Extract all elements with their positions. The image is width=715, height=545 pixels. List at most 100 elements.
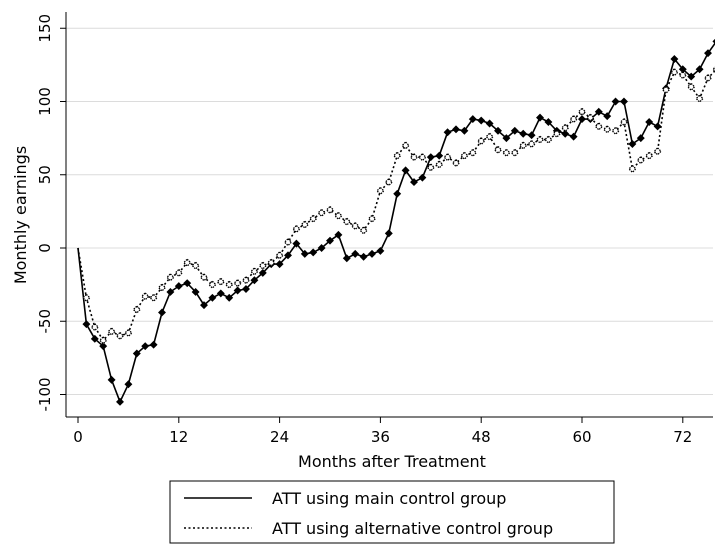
x-tick-label: 48 — [472, 428, 491, 446]
data-point — [410, 178, 418, 187]
legend-label: ATT using main control group — [272, 489, 506, 508]
data-point — [158, 308, 166, 317]
data-point — [334, 211, 343, 221]
data-point — [603, 112, 612, 121]
data-point — [317, 244, 326, 252]
data-point — [695, 65, 704, 74]
data-point — [258, 261, 268, 270]
data-point — [359, 226, 368, 235]
data-point — [292, 224, 301, 234]
data-point — [502, 148, 511, 158]
data-point — [283, 237, 293, 247]
data-point — [384, 229, 393, 238]
series-alternative-control — [77, 66, 715, 345]
data-point — [200, 301, 208, 310]
data-point — [124, 380, 133, 389]
data-point — [334, 230, 343, 239]
data-point — [602, 125, 612, 134]
data-point — [225, 293, 234, 302]
data-point — [82, 293, 91, 303]
data-point — [241, 275, 251, 285]
data-point — [384, 177, 394, 187]
data-point — [636, 134, 645, 143]
data-point — [166, 272, 175, 282]
data-point — [443, 152, 452, 162]
data-point — [275, 251, 284, 260]
data-point — [258, 268, 267, 277]
x-tick-label: 0 — [73, 428, 83, 446]
data-point — [191, 261, 200, 270]
data-point — [342, 217, 352, 226]
data-point — [376, 186, 385, 196]
data-point — [435, 151, 444, 160]
data-point — [628, 164, 637, 174]
data-point — [426, 163, 436, 172]
data-point — [174, 268, 184, 278]
data-point — [518, 141, 528, 150]
data-point — [586, 113, 595, 122]
data-point — [166, 287, 175, 296]
data-point — [452, 125, 460, 134]
data-point — [242, 285, 250, 293]
data-point — [199, 272, 209, 282]
data-point — [536, 113, 544, 122]
data-point — [426, 153, 435, 162]
data-point — [300, 220, 310, 229]
data-point — [485, 132, 494, 141]
data-point — [182, 258, 192, 267]
data-point — [90, 322, 100, 332]
data-point — [392, 151, 402, 161]
legend-item: ATT using main control group — [184, 489, 506, 508]
y-tick-label: -100 — [36, 377, 54, 411]
data-point — [216, 277, 226, 287]
data-point — [493, 145, 503, 155]
legend-item: ATT using alternative control group — [184, 519, 553, 538]
data-point — [368, 249, 376, 258]
data-point — [594, 107, 603, 116]
data-point — [149, 293, 158, 303]
data-point — [552, 129, 562, 139]
data-point — [418, 152, 427, 162]
data-point — [644, 151, 654, 161]
data-point — [284, 251, 292, 260]
y-tick-label: -50 — [36, 309, 54, 334]
data-point — [376, 246, 385, 255]
x-tick-label: 36 — [371, 428, 390, 446]
data-point — [494, 126, 502, 135]
data-point — [359, 252, 368, 261]
data-point — [116, 397, 124, 406]
data-point — [208, 280, 217, 289]
data-point — [653, 122, 662, 131]
data-point — [216, 289, 225, 298]
data-point — [703, 73, 713, 83]
data-point — [544, 118, 553, 126]
plot-area — [77, 38, 715, 406]
data-point — [560, 123, 570, 133]
axes — [60, 12, 713, 423]
data-point — [224, 280, 234, 289]
data-point — [527, 139, 536, 149]
data-point — [401, 141, 410, 150]
x-tick-label: 72 — [673, 428, 692, 446]
data-point — [653, 146, 662, 156]
data-point — [544, 135, 553, 144]
x-tick-label: 60 — [572, 428, 591, 446]
data-point — [233, 278, 242, 288]
y-tick-label: 150 — [36, 14, 54, 43]
x-tick-label: 12 — [169, 428, 188, 446]
data-point — [527, 131, 536, 140]
data-point — [645, 118, 654, 126]
data-point — [569, 114, 578, 124]
data-point — [367, 214, 377, 224]
data-point — [183, 279, 192, 288]
y-tick-label: 100 — [36, 87, 54, 116]
data-point — [611, 97, 620, 106]
data-point — [132, 349, 141, 358]
data-point — [300, 249, 309, 258]
legend: ATT using main control group ATT using al… — [169, 480, 615, 544]
data-point — [519, 129, 528, 138]
data-point — [569, 132, 578, 141]
data-point — [309, 248, 318, 257]
data-point — [460, 126, 469, 135]
data-point — [351, 249, 360, 258]
